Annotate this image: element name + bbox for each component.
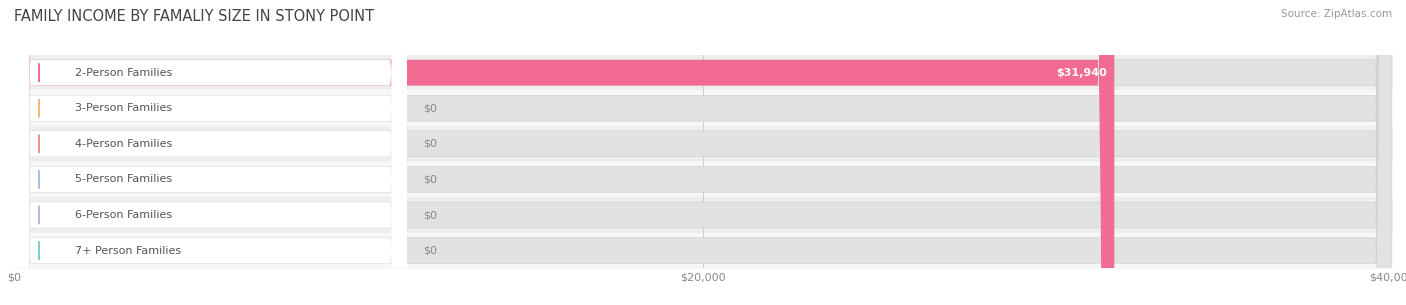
Text: $0: $0	[423, 246, 437, 256]
FancyBboxPatch shape	[14, 0, 406, 305]
FancyBboxPatch shape	[14, 0, 1392, 305]
FancyBboxPatch shape	[14, 0, 1392, 305]
FancyBboxPatch shape	[14, 0, 406, 305]
FancyBboxPatch shape	[14, 0, 406, 305]
FancyBboxPatch shape	[14, 0, 1392, 305]
FancyBboxPatch shape	[14, 0, 406, 305]
FancyBboxPatch shape	[14, 0, 1392, 305]
Text: $31,940: $31,940	[1057, 68, 1108, 78]
Text: 6-Person Families: 6-Person Families	[75, 210, 172, 220]
Text: 5-Person Families: 5-Person Families	[75, 174, 172, 185]
Text: $0: $0	[423, 210, 437, 220]
Text: FAMILY INCOME BY FAMALIY SIZE IN STONY POINT: FAMILY INCOME BY FAMALIY SIZE IN STONY P…	[14, 9, 374, 24]
Text: $0: $0	[423, 174, 437, 185]
FancyBboxPatch shape	[14, 0, 1392, 305]
Text: 7+ Person Families: 7+ Person Families	[75, 246, 181, 256]
FancyBboxPatch shape	[14, 0, 1392, 305]
Text: 4-Person Families: 4-Person Families	[75, 139, 172, 149]
FancyBboxPatch shape	[14, 0, 1115, 305]
FancyBboxPatch shape	[14, 0, 406, 305]
Text: $0: $0	[423, 139, 437, 149]
Text: 2-Person Families: 2-Person Families	[75, 68, 172, 78]
Text: $0: $0	[423, 103, 437, 113]
Text: Source: ZipAtlas.com: Source: ZipAtlas.com	[1281, 9, 1392, 19]
Text: 3-Person Families: 3-Person Families	[75, 103, 172, 113]
FancyBboxPatch shape	[14, 0, 406, 305]
